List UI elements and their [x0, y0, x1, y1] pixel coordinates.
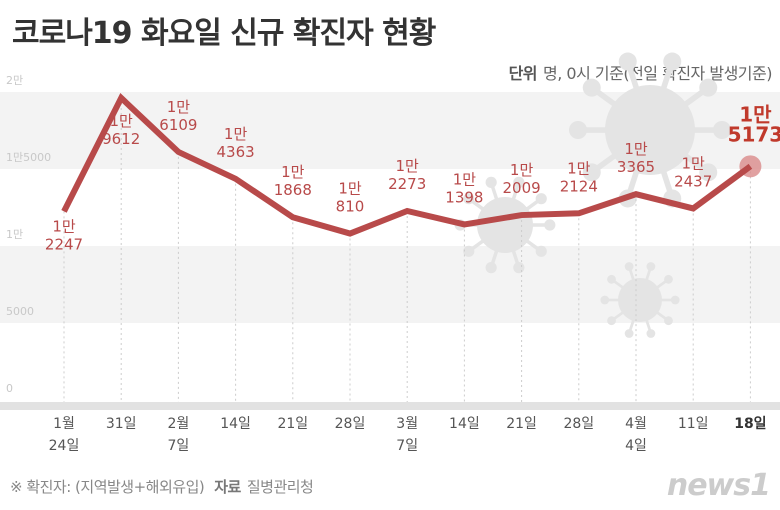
data-label: 1만 5173	[728, 102, 780, 146]
virus-spike-icon	[713, 121, 731, 139]
x-tick-label: 14일	[220, 416, 251, 432]
x-tick-label: 28일	[335, 416, 366, 432]
virus-icon	[618, 278, 662, 322]
virus-spike-icon	[624, 329, 634, 338]
x-tick-label: 21일	[506, 416, 537, 432]
virus-spike-icon	[569, 121, 587, 139]
data-label: 1만 2437	[674, 154, 712, 190]
virus-spike-icon	[646, 262, 656, 271]
virus-spike-icon	[535, 245, 547, 257]
footer-note: ※ 확진자: (지역발생+해외유입)	[10, 478, 205, 496]
source: 질병관리청	[246, 478, 314, 496]
virus-spike-icon	[607, 316, 616, 326]
x-tick-label: 4월 4일	[625, 416, 647, 454]
line-chart: 0 5000 1만 1만5000 2만 1만 2247 1월 24일 1만 9612 31일 1만 610…	[0, 52, 780, 454]
data-label: 1만 1868	[274, 163, 312, 199]
virus-spike-icon	[582, 163, 601, 182]
x-tick-label: 31일	[106, 416, 137, 432]
virus-spike-icon	[699, 78, 718, 97]
data-label: 1만 4363	[217, 125, 255, 161]
x-tick-label: 1월 24일	[49, 416, 80, 454]
data-label: 1만 3365	[617, 140, 655, 176]
x-tick-label: 18일	[734, 416, 766, 432]
x-tick-label: 11일	[678, 416, 709, 432]
virus-spike-icon	[463, 245, 475, 257]
virus-spike-icon	[513, 176, 525, 188]
data-label: 1만 2273	[388, 157, 426, 193]
virus-spike-icon	[544, 219, 556, 231]
virus-spike-icon	[664, 316, 673, 326]
virus-icon	[605, 85, 695, 175]
grid-band	[0, 323, 780, 400]
virus-spike-icon	[646, 329, 656, 338]
unit-note: 단위 명, 0시 기준(전일 확진자 발생기준)	[508, 60, 773, 84]
virus-spike-icon	[535, 193, 547, 205]
unit-text: 명, 0시 기준(전일 확진자 발생기준)	[543, 64, 772, 83]
y-tick-label: 0	[6, 382, 13, 395]
virus-spike-icon	[513, 262, 525, 274]
footer: ※ 확진자: (지역발생+해외유입) 자료 질병관리청	[10, 476, 314, 497]
virus-spike-icon	[624, 262, 634, 271]
virus-spike-icon	[663, 52, 682, 71]
x-axis-bar	[0, 402, 780, 410]
news1-logo: news1	[666, 468, 771, 503]
virus-spike-icon	[664, 274, 673, 284]
virus-spike-icon	[607, 274, 616, 284]
grid-band	[0, 169, 780, 246]
series-line	[61, 93, 753, 237]
x-tick-label: 28일	[563, 416, 594, 432]
data-label: 1만 1398	[445, 170, 483, 206]
virus-spike-icon	[485, 262, 497, 274]
virus-icon	[477, 197, 533, 253]
unit-label: 단위	[508, 64, 538, 83]
data-label: 1만 2247	[45, 217, 83, 253]
virus-spike-icon	[600, 295, 610, 305]
data-label: 1만 9612	[102, 112, 140, 148]
x-tick-label: 14일	[449, 416, 480, 432]
data-label: 1만 2124	[560, 159, 598, 195]
virus-spike-icon	[485, 176, 497, 188]
y-tick-label: 2만	[6, 74, 23, 87]
virus-spike-icon	[618, 52, 637, 71]
virus-spike-icon	[699, 163, 718, 182]
virus-spike-icon	[582, 78, 601, 97]
page-title: 코로나19 화요일 신규 확진자 현황	[12, 16, 436, 51]
data-label: 1만 6109	[159, 98, 197, 134]
source-label: 자료	[214, 478, 241, 496]
x-tick-label: 2월 7일	[168, 416, 190, 454]
x-tick-label: 3월 7일	[396, 416, 418, 454]
data-label: 1만 2009	[503, 161, 541, 197]
y-tick-label: 1만	[6, 228, 23, 241]
virus-spike-icon	[463, 193, 475, 205]
x-tick-label: 21일	[277, 416, 308, 432]
virus-spike-icon	[670, 295, 680, 305]
y-tick-label: 1만5000	[6, 151, 51, 164]
data-label: 1만 810	[336, 180, 365, 216]
y-tick-label: 5000	[6, 305, 34, 318]
